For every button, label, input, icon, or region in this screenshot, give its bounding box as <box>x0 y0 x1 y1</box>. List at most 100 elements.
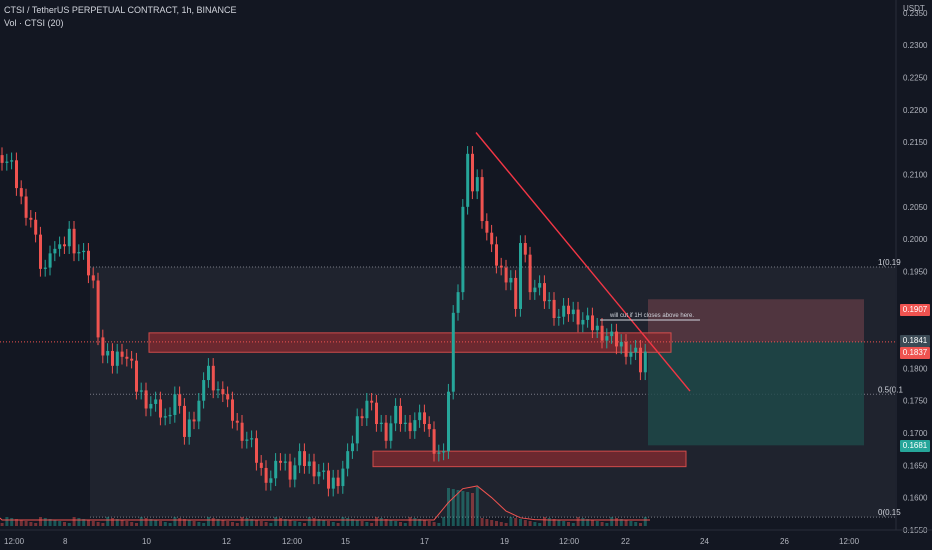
volume-bar <box>643 517 647 526</box>
volume-bar <box>514 518 518 526</box>
price-tick-label: 0.1650 <box>903 461 928 470</box>
candle-body <box>480 177 484 222</box>
volume-bar <box>557 520 561 526</box>
volume-bar <box>437 523 441 526</box>
support-zone[interactable] <box>372 450 687 468</box>
descending-trendline[interactable] <box>475 132 691 392</box>
volume-bar <box>413 518 417 526</box>
candle-body <box>552 299 556 318</box>
candle-body <box>499 265 503 268</box>
volume-bar <box>379 518 383 526</box>
volume-bar <box>0 523 4 526</box>
candle-body <box>135 360 138 392</box>
volume-bar <box>111 518 114 526</box>
price-axis-currency: USDT <box>903 4 925 13</box>
symbol-title: CTSI / TetherUS PERPETUAL CONTRACT, 1h, … <box>4 5 237 15</box>
candle-body <box>442 451 446 453</box>
candle-body <box>5 161 9 163</box>
candle-body <box>307 461 311 467</box>
candle-body <box>519 243 522 309</box>
volume-bar <box>72 517 76 526</box>
volume-bar <box>538 523 542 526</box>
volume-bar <box>63 522 66 526</box>
volume-bar <box>466 492 470 526</box>
volume-bar <box>576 517 580 526</box>
candle-body <box>557 316 561 318</box>
candle-body <box>279 460 282 463</box>
candle-body <box>365 400 369 419</box>
volume-bar <box>528 521 532 526</box>
candle-body <box>168 414 172 417</box>
volume-bar <box>567 522 570 526</box>
volume-bar <box>202 523 206 526</box>
price-tick-label: 0.2100 <box>903 171 928 180</box>
volume-bar <box>53 520 57 526</box>
candle-body <box>586 315 590 320</box>
candle-body <box>139 390 143 392</box>
volume-bar <box>96 522 100 526</box>
price-tick-label: 0.1600 <box>903 494 928 503</box>
price-tick-label: 0.1950 <box>903 267 928 276</box>
volume-bar <box>442 517 446 526</box>
volume-bar <box>283 519 287 526</box>
volume-bar <box>67 523 71 526</box>
volume-bar <box>504 523 508 526</box>
volume-bar <box>394 521 398 526</box>
resistance-zone[interactable] <box>148 332 672 353</box>
stop-loss-zone[interactable] <box>648 299 864 342</box>
take-profit-zone[interactable] <box>648 341 864 446</box>
price-tick-label: 0.2150 <box>903 138 928 147</box>
candle-body <box>274 460 278 479</box>
candle-body <box>490 232 494 245</box>
volume-bar <box>533 522 537 526</box>
volume-bar <box>58 521 62 526</box>
price-tick-label: 0.1750 <box>903 397 928 406</box>
candle-body <box>63 244 66 247</box>
candle-body <box>197 400 201 422</box>
candle-body <box>67 228 71 247</box>
candle-body <box>399 405 402 424</box>
volume-bar <box>178 518 182 526</box>
volume-bar <box>279 518 282 526</box>
candle-body <box>163 416 167 418</box>
candle-body <box>538 283 542 288</box>
volume-bar <box>106 517 110 526</box>
volume-bar <box>211 518 215 526</box>
volume-bar <box>595 521 599 526</box>
volume-bar <box>173 517 177 526</box>
volume-bar <box>418 519 422 526</box>
volume-bar <box>331 522 335 526</box>
candle-body <box>216 389 220 391</box>
volume-bar <box>341 517 345 526</box>
volume-bar <box>207 517 210 526</box>
candle-body <box>562 305 566 317</box>
volume-bar <box>307 517 311 526</box>
volume-bar <box>322 520 326 526</box>
volume-bar <box>77 518 81 526</box>
candle-body <box>259 462 263 468</box>
candle-body <box>245 439 249 441</box>
candle-body <box>317 471 321 477</box>
price-tick-label: 0.2200 <box>903 106 928 115</box>
time-tick-label: 12:00 <box>559 537 580 546</box>
candle-body <box>144 390 148 409</box>
candle-body <box>629 352 633 357</box>
candle-body <box>10 160 14 162</box>
volume-bar <box>499 522 503 526</box>
current-price-tag: 0.1837 <box>900 347 930 359</box>
candle-body <box>240 422 244 441</box>
candle-body <box>456 292 460 313</box>
volume-bar <box>384 519 388 526</box>
candle-body <box>591 315 594 331</box>
candle-body <box>567 305 570 315</box>
candle-body <box>159 399 162 418</box>
volume-bar <box>154 520 158 526</box>
candle-body <box>120 351 124 357</box>
volume-bar <box>360 521 364 526</box>
volume-bar <box>432 522 436 526</box>
candle-body <box>643 351 647 373</box>
volume-bar <box>351 519 354 526</box>
candle-body <box>624 341 628 357</box>
volume-bar <box>562 521 566 526</box>
